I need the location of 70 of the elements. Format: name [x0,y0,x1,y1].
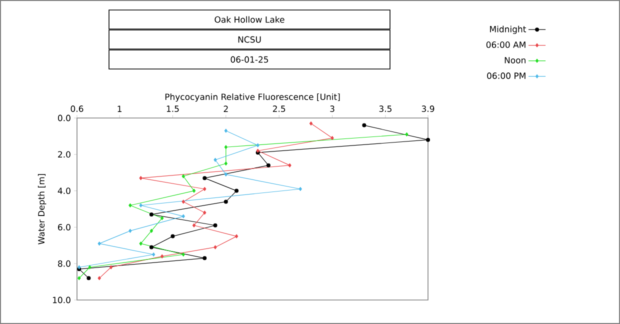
point [234,234,238,238]
point [109,265,113,270]
point [152,252,156,257]
point [160,216,164,220]
point [266,163,270,168]
point [203,210,206,215]
point [288,163,292,168]
point [224,128,228,133]
point [182,214,185,218]
point [330,136,334,140]
point [214,158,217,162]
x-axis-title: Phycocyanin Relative Fluorescence [Unit] [165,93,340,102]
point [224,162,228,166]
x-tick-label: 3 [330,106,334,112]
point [88,265,92,270]
point [139,242,142,246]
point [98,276,101,280]
point [192,188,196,193]
point [139,203,142,208]
point [224,172,228,176]
legend-label: 06:00 AM [486,41,526,48]
point [426,138,430,142]
chart-subtitle: NCSU [238,36,261,43]
legend-label: Midnight [490,26,526,34]
y-tick-label: 6.0 [58,224,70,230]
point [182,200,185,204]
point [170,234,175,238]
x-tick-label: 1 [118,106,122,112]
y-tick-label: 0.0 [58,114,70,122]
point [203,186,206,191]
x-tick-label: 0.6 [70,106,84,112]
x-tick-label: 2 [224,106,228,112]
point [98,242,101,246]
point [182,174,185,178]
point [149,212,154,216]
point [128,203,132,208]
chart-title: Oak Hollow Lake [214,16,284,23]
point [309,121,313,126]
point [160,254,164,258]
legend-label: Noon [504,57,526,64]
point [224,200,228,204]
x-tick-label: 3.9 [422,106,434,112]
y-axis-title: Water Depth [m] [38,174,46,244]
point [234,188,239,193]
point [213,223,218,228]
y-tick-label: 8.0 [58,260,70,267]
point [202,256,207,260]
y-tick-label: 4.0 [58,188,70,194]
x-tick-label: 2.5 [272,106,286,112]
point [86,276,91,280]
point [405,132,408,136]
x-tick-label: 3.5 [379,106,392,112]
point [362,123,366,128]
text: 06-01-25 [230,56,268,63]
point [149,245,154,250]
point [202,176,207,180]
point [139,176,142,180]
y-tick-label: 10.0 [52,296,70,304]
legend-label: 06:00 PM [487,72,526,79]
y-tick-label: 2.0 [58,151,70,158]
point [298,186,302,191]
point [224,145,228,150]
x-tick-label: 1.5 [166,106,179,112]
point [128,228,132,233]
point [192,223,196,228]
point [214,245,217,250]
point [150,228,154,233]
point [182,252,185,257]
point [256,143,260,148]
point [78,276,81,280]
